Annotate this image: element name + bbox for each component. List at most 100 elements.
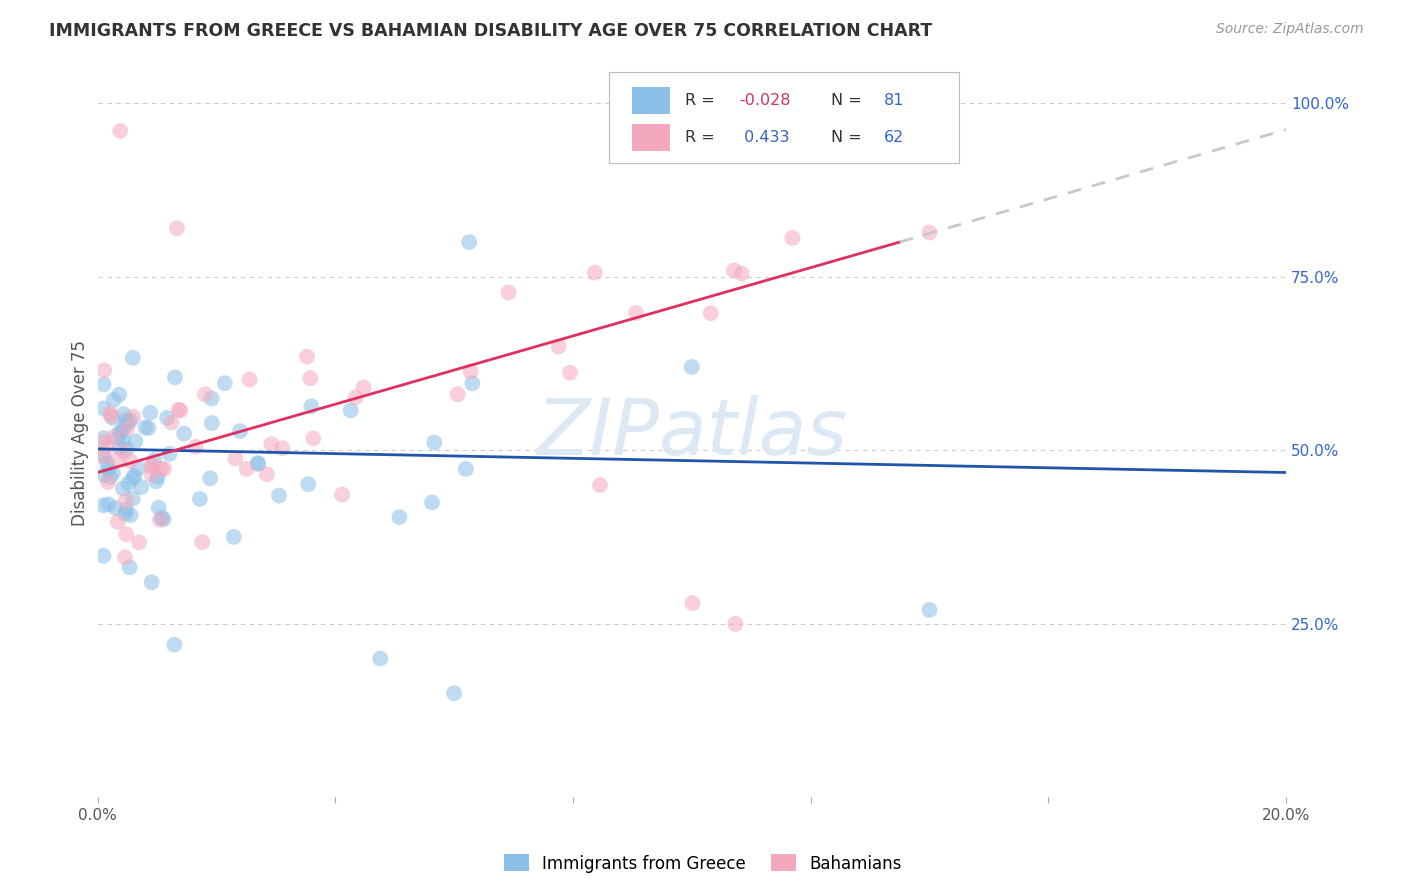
Point	[110, 426, 132, 441]
Point	[229, 424, 252, 438]
Point	[547, 339, 569, 353]
Point	[214, 376, 236, 390]
Point	[134, 420, 156, 434]
Point	[114, 550, 136, 565]
Point	[100, 409, 122, 423]
Point	[224, 451, 246, 466]
Point	[353, 380, 375, 394]
Point	[169, 403, 191, 417]
Legend: Immigrants from Greece, Bahamians: Immigrants from Greece, Bahamians	[498, 847, 908, 880]
Point	[146, 469, 169, 483]
Text: R =: R =	[685, 130, 720, 145]
Point	[93, 377, 115, 392]
Point	[96, 456, 118, 470]
Point	[200, 392, 222, 406]
Point	[93, 363, 115, 377]
Point	[153, 462, 176, 476]
Point	[148, 500, 170, 515]
Text: 81: 81	[884, 93, 905, 108]
Point	[112, 407, 135, 421]
Point	[107, 430, 129, 444]
Point	[344, 390, 367, 404]
Point	[93, 468, 115, 483]
Point	[143, 453, 166, 467]
Point	[723, 263, 745, 277]
Text: ZIPatlas: ZIPatlas	[536, 395, 848, 471]
Text: -0.028: -0.028	[740, 93, 790, 108]
Point	[498, 285, 520, 300]
Point	[122, 409, 145, 424]
Point	[682, 596, 704, 610]
Y-axis label: Disability Age Over 75: Disability Age Over 75	[72, 340, 89, 526]
Point	[93, 401, 115, 416]
Bar	[633, 124, 671, 152]
Point	[121, 491, 143, 506]
Point	[166, 221, 188, 235]
Point	[150, 462, 173, 476]
Point	[184, 440, 207, 454]
Point	[782, 231, 804, 245]
Point	[115, 503, 138, 517]
Point	[458, 235, 481, 249]
Point	[271, 441, 294, 455]
Point	[163, 638, 186, 652]
Point	[222, 530, 245, 544]
Point	[145, 475, 167, 489]
Text: N =: N =	[831, 130, 866, 145]
Point	[447, 387, 470, 401]
Point	[108, 441, 131, 455]
Point	[114, 507, 136, 521]
Point	[138, 421, 160, 435]
Point	[115, 527, 138, 541]
Point	[96, 440, 118, 454]
Point	[699, 306, 721, 320]
Point	[159, 447, 181, 461]
Point	[302, 431, 325, 445]
Point	[93, 431, 115, 445]
Point	[461, 376, 484, 391]
Point	[120, 454, 142, 468]
Point	[120, 508, 142, 523]
Point	[423, 435, 446, 450]
Point	[141, 575, 163, 590]
Point	[201, 416, 224, 430]
Point	[115, 442, 138, 456]
FancyBboxPatch shape	[609, 72, 959, 163]
Text: R =: R =	[685, 93, 720, 108]
Point	[93, 449, 115, 463]
Point	[163, 370, 186, 384]
Point	[141, 458, 163, 472]
Point	[117, 476, 139, 491]
Point	[239, 372, 262, 386]
Point	[297, 477, 319, 491]
Point	[111, 482, 134, 496]
Point	[101, 466, 124, 480]
Point	[139, 406, 162, 420]
Point	[731, 267, 754, 281]
Point	[388, 510, 411, 524]
Point	[191, 535, 214, 549]
Point	[198, 471, 221, 485]
Point	[918, 603, 941, 617]
Point	[420, 495, 443, 509]
Point	[681, 359, 703, 374]
Point	[299, 399, 322, 413]
Point	[918, 226, 941, 240]
Point	[246, 457, 269, 471]
Point	[98, 407, 121, 421]
Text: N =: N =	[831, 93, 866, 108]
Point	[152, 512, 174, 526]
Point	[260, 437, 283, 451]
Point	[122, 471, 145, 485]
Point	[118, 560, 141, 574]
Point	[295, 350, 318, 364]
Point	[256, 467, 278, 482]
Point	[139, 459, 162, 474]
Point	[724, 616, 747, 631]
Point	[108, 425, 131, 440]
Point	[330, 487, 353, 501]
Point	[93, 498, 115, 512]
Point	[108, 387, 131, 401]
Point	[129, 480, 152, 494]
Point	[104, 500, 127, 515]
